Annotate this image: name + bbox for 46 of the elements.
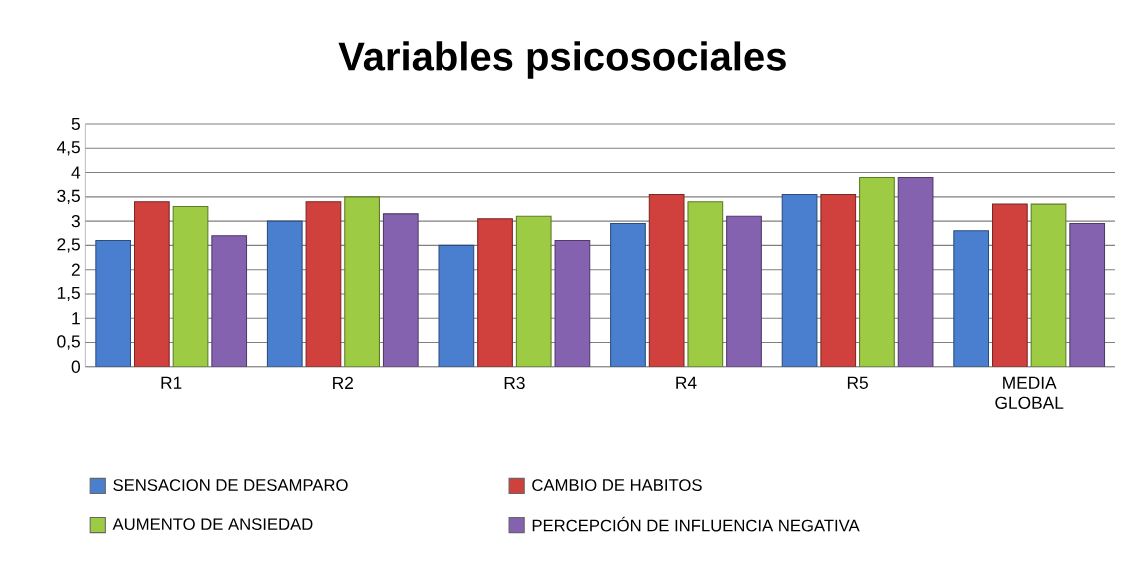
bar xyxy=(382,213,419,367)
y-tick-label: 3 xyxy=(71,214,80,228)
bar xyxy=(172,205,209,367)
bar xyxy=(781,193,818,367)
bar xyxy=(687,201,724,367)
legend-label: PERCEPCIÓN DE INFLUENCIA NEGATIVA xyxy=(532,516,860,532)
y-tick-label: 5 xyxy=(71,117,80,130)
x-tick-label: R3 xyxy=(504,376,525,390)
bar xyxy=(991,203,1028,367)
legend-label: CAMBIO DE HABITOS xyxy=(532,479,702,491)
bar xyxy=(953,230,990,367)
y-tick-label: 2 xyxy=(71,263,80,276)
bar xyxy=(133,201,170,367)
y-tick-label: 1,5 xyxy=(57,286,80,301)
bar xyxy=(211,235,248,367)
y-tick-label: 1 xyxy=(72,312,80,325)
bar xyxy=(648,193,685,367)
bar xyxy=(515,215,552,367)
y-tick-label: 2,5 xyxy=(57,238,80,253)
y-tick-label: 3,5 xyxy=(57,189,80,204)
bar xyxy=(305,201,342,367)
bar xyxy=(477,218,513,367)
bar xyxy=(859,176,895,367)
bar xyxy=(726,215,762,367)
legend-label: AUMENTO DE ANSIEDAD xyxy=(112,518,313,530)
bar xyxy=(554,239,591,367)
x-tick-label: R5 xyxy=(847,376,868,389)
bar xyxy=(1069,222,1106,367)
y-tick-label: 4 xyxy=(71,166,81,179)
x-tick-label: R4 xyxy=(676,376,697,389)
bar xyxy=(95,239,132,367)
bar xyxy=(897,176,934,367)
y-tick-label: 4,5 xyxy=(56,141,80,156)
bar xyxy=(610,222,646,367)
y-tick-label: 0 xyxy=(71,360,80,373)
x-tick-label: R2 xyxy=(333,376,353,389)
bar xyxy=(344,196,380,367)
bar xyxy=(820,193,857,367)
bar xyxy=(438,244,475,367)
chart-title: Variables psicosociales xyxy=(338,41,786,79)
x-tick-label: R1 xyxy=(161,376,182,389)
legend-label: SENSACION DE DESAMPARO xyxy=(113,479,348,491)
bar xyxy=(266,220,303,367)
x-tick-label: MEDIA GLOBAL xyxy=(995,376,1064,409)
bar xyxy=(1030,203,1067,367)
y-tick-label: 0,5 xyxy=(57,335,80,350)
